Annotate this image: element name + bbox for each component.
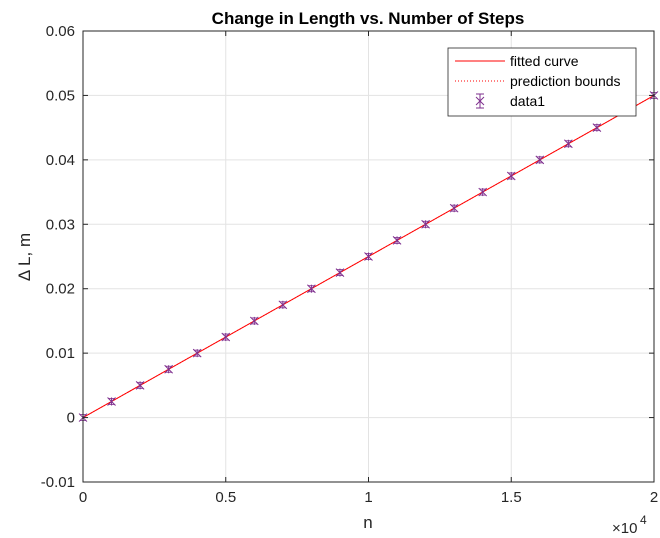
y-tick-label: -0.01	[41, 474, 75, 491]
y-tick-label: 0.02	[46, 281, 75, 298]
y-tick-label: 0	[67, 410, 75, 427]
x-tick-label: 0	[79, 489, 87, 506]
x-tick-label: 2	[650, 489, 658, 506]
legend-label-prediction-bounds: prediction bounds	[510, 73, 621, 89]
y-tick-label: 0.03	[46, 216, 75, 233]
y-tick-label: 0.04	[46, 152, 75, 169]
legend: fitted curve prediction bounds data1	[448, 48, 636, 116]
y-axis-label: Δ L, m	[15, 233, 34, 281]
chart-title: Change in Length vs. Number of Steps	[212, 9, 525, 28]
legend-label-data1: data1	[510, 93, 545, 109]
x-tick-label: 1	[364, 489, 372, 506]
x-tick-label: 1.5	[501, 489, 522, 506]
y-tick-label: 0.05	[46, 87, 75, 104]
x-tick-label: 0.5	[215, 489, 236, 506]
x-exponent-power: 4	[640, 513, 647, 527]
y-tick-label: 0.01	[46, 345, 75, 362]
x-exponent-base: ×10	[612, 520, 637, 537]
legend-label-fitted-curve: fitted curve	[510, 53, 579, 69]
y-tick-label: 0.06	[46, 23, 75, 40]
x-axis-label: n	[363, 513, 372, 532]
